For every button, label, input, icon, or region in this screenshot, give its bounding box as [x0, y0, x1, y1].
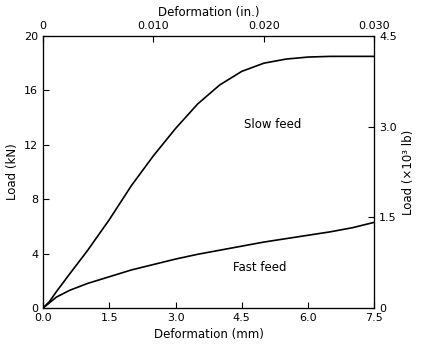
Y-axis label: Load (kN): Load (kN) [5, 144, 19, 200]
Y-axis label: Load (×10³ lb): Load (×10³ lb) [402, 129, 416, 215]
X-axis label: Deformation (mm): Deformation (mm) [154, 329, 264, 341]
X-axis label: Deformation (in.): Deformation (in.) [158, 6, 259, 18]
Text: Slow feed: Slow feed [244, 118, 301, 131]
Text: Fast feed: Fast feed [233, 261, 286, 274]
